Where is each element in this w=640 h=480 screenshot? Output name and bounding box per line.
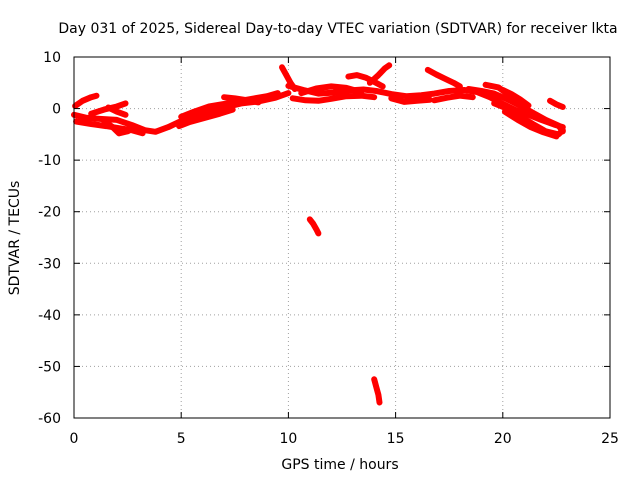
y-axis-title: SDTVAR / TECUs <box>7 181 23 296</box>
data-track <box>105 104 129 118</box>
y-tick-label: -30 <box>38 256 61 272</box>
data-track <box>285 82 566 131</box>
plot-frame <box>73 56 611 419</box>
y-tick-label: -10 <box>38 153 61 169</box>
data-track <box>72 92 100 109</box>
data-track <box>431 92 476 104</box>
x-tick-label: 0 <box>70 431 79 447</box>
data-track <box>289 92 378 104</box>
y-tick-label: -50 <box>38 359 61 375</box>
y-tick-label: 0 <box>52 102 61 118</box>
x-tick-label: 20 <box>494 431 512 447</box>
data-track <box>178 90 281 120</box>
data-track <box>221 94 262 106</box>
data-track <box>101 117 140 137</box>
data-track <box>366 62 393 86</box>
x-tick-label: 10 <box>279 431 297 447</box>
axis-ticks: 0 5 10 15 20 25 10 0 -10 -20 -30 -40 -50 -60 <box>38 50 619 447</box>
y-tick-label: 10 <box>43 50 61 66</box>
data-track <box>501 108 560 140</box>
x-tick-label: 15 <box>387 431 405 447</box>
data-track <box>176 106 236 130</box>
data-track <box>306 216 322 237</box>
data-track <box>499 87 532 109</box>
data-track <box>547 97 566 110</box>
data-track <box>371 376 383 406</box>
grid-lines <box>74 57 610 418</box>
y-tick-label: -60 <box>38 411 61 427</box>
y-tick-label: -40 <box>38 308 61 324</box>
x-tick-label: 25 <box>601 431 619 447</box>
data-track <box>388 95 433 105</box>
x-tick-label: 5 <box>177 431 186 447</box>
data-track <box>345 72 386 90</box>
data-track <box>465 86 566 135</box>
data-track <box>298 83 365 97</box>
data-layer <box>71 62 566 406</box>
chart-title: Day 031 of 2025, Sidereal Day-to-day VTE… <box>58 21 617 37</box>
y-tick-label: -20 <box>38 205 61 221</box>
data-track <box>424 66 463 90</box>
x-axis-title: GPS time / hours <box>281 457 398 473</box>
